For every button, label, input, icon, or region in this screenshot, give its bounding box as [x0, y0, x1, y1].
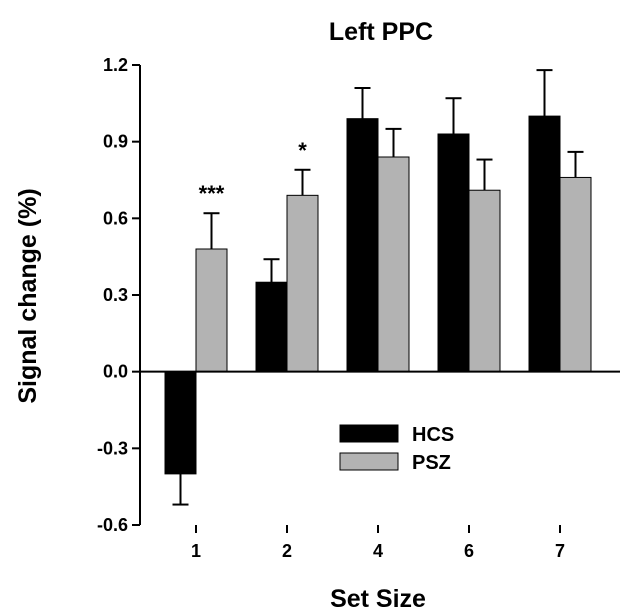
bar-hcs-2 — [255, 281, 288, 373]
bar-psz-2 — [286, 194, 319, 373]
bar-hcs-6 — [437, 133, 470, 373]
legend-label-hcs: HCS — [412, 424, 454, 446]
bar-psz-6 — [468, 189, 501, 373]
y-tick-label: 0.0 — [103, 362, 128, 382]
bar-hcs-1 — [164, 371, 197, 475]
x-axis-label: Set Size — [330, 585, 426, 613]
y-tick-label: 0.9 — [103, 132, 128, 152]
legend-swatch-hcs — [339, 424, 399, 443]
chart-title: Left PPC — [329, 18, 433, 46]
bar-psz-1 — [195, 248, 228, 373]
y-tick-label: -0.6 — [97, 515, 128, 535]
x-tick-label: 7 — [555, 541, 565, 561]
x-tick-label: 4 — [373, 541, 383, 561]
y-tick-label: 1.2 — [103, 55, 128, 75]
x-tick-label: 6 — [464, 541, 474, 561]
legend-label-psz: PSZ — [412, 452, 451, 474]
y-tick-label: 0.6 — [103, 208, 128, 228]
bar-psz-7 — [559, 176, 592, 373]
y-axis-label: Signal change (%) — [14, 188, 42, 403]
x-tick-label: 1 — [191, 541, 201, 561]
bar-hcs-4 — [346, 118, 379, 373]
bar-hcs-7 — [528, 115, 561, 373]
y-tick-label: 0.3 — [103, 285, 128, 305]
x-tick-label: 2 — [282, 541, 292, 561]
significance-annotation: *** — [199, 181, 225, 206]
significance-annotation: * — [298, 138, 307, 163]
bar-psz-4 — [377, 156, 410, 373]
legend-swatch-psz — [339, 452, 399, 471]
y-tick-label: -0.3 — [97, 438, 128, 458]
